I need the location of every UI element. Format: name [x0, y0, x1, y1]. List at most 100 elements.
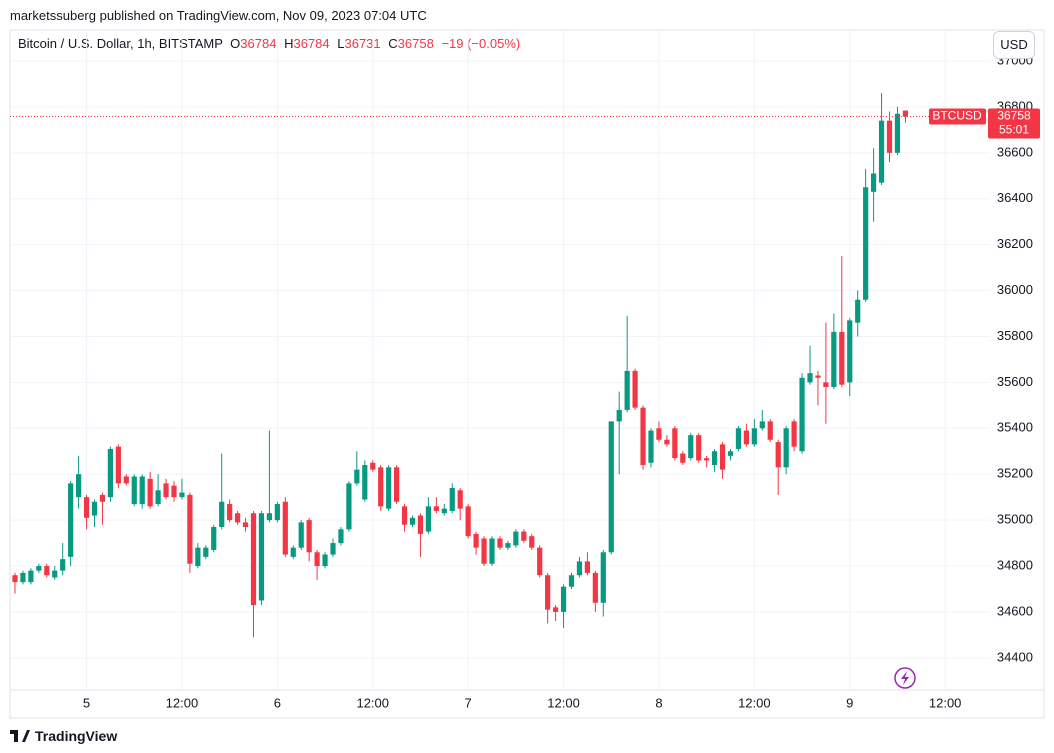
candle-body [322, 554, 328, 567]
candle-body [672, 428, 678, 459]
currency-button[interactable]: USD [993, 31, 1035, 59]
price-tag-countdown: 55:01 [999, 123, 1029, 137]
legend: Bitcoin / U.S. Dollar, 1h, BITSTAMP O367… [18, 36, 524, 51]
x-tick-label: 12:00 [738, 695, 771, 710]
x-tick-label: 12:00 [929, 695, 962, 710]
candle-body [648, 430, 654, 463]
candle-body [115, 446, 121, 484]
brand-logo [10, 730, 30, 742]
y-tick-label: 36000 [997, 282, 1033, 297]
symbol: Bitcoin / U.S. Dollar, 1h, BITSTAMP [18, 36, 223, 51]
candle-body [863, 187, 869, 300]
candle-body [298, 522, 304, 548]
candle-body [44, 566, 50, 576]
candle-body [592, 572, 598, 603]
candle-body [481, 538, 487, 564]
y-tick-label: 36600 [997, 144, 1033, 159]
c-value: 36758 [397, 36, 434, 51]
candle-body [362, 465, 368, 500]
candle-body [807, 373, 813, 383]
x-tick-label: 5 [83, 695, 90, 710]
candle-body [815, 375, 821, 378]
change: −19 (−0.05%) [441, 36, 521, 51]
candle-body [386, 467, 392, 509]
x-tick-label: 12:00 [547, 695, 580, 710]
candle-body [497, 538, 503, 548]
candle-body [568, 575, 575, 587]
y-tick-label: 34400 [997, 649, 1033, 664]
candle-body [139, 476, 145, 505]
candle-body [60, 559, 66, 571]
candle-body [417, 515, 424, 534]
candle-body [505, 543, 511, 548]
candle-body [640, 407, 646, 466]
candle-body [20, 572, 26, 583]
l-value: 36731 [344, 36, 381, 51]
candle-body [878, 120, 885, 183]
candle-body [473, 533, 479, 548]
candle-body [775, 442, 781, 468]
candle-body [513, 531, 519, 546]
candle-body [52, 570, 58, 578]
x-tick-label: 6 [274, 695, 281, 710]
c-label: C [388, 36, 398, 51]
candle-body [902, 110, 908, 117]
candle-body [195, 547, 201, 567]
candle-body [227, 504, 233, 521]
candle-body [99, 494, 106, 502]
candle-body [378, 467, 384, 507]
candle-body [839, 331, 845, 385]
y-tick-label: 36400 [997, 190, 1033, 205]
candle-body [537, 547, 543, 576]
candle-body [83, 497, 90, 518]
candle-body [767, 421, 773, 440]
y-tick-label: 35800 [997, 328, 1033, 343]
candle-body [656, 428, 662, 440]
candle-body [330, 543, 336, 555]
candle-body [616, 409, 622, 422]
candle-body [624, 370, 630, 410]
candle-body [354, 469, 360, 484]
candle-body [449, 487, 455, 511]
candle-body [290, 547, 296, 557]
alert-bolt [901, 671, 909, 685]
candle-body [131, 476, 137, 505]
candle-body [147, 478, 153, 507]
candle-body [664, 439, 670, 445]
candle-body [712, 451, 718, 466]
candle-body [759, 421, 765, 429]
candle-body [107, 448, 113, 498]
candle-body [187, 494, 193, 564]
price-tag-value: 36758 [997, 109, 1031, 123]
h-label: H [284, 36, 294, 51]
candle-body [266, 513, 272, 521]
candle-body [576, 561, 583, 576]
candle-body [489, 538, 495, 564]
candle-body [608, 421, 614, 553]
candle-body [250, 513, 257, 606]
candle-body [235, 513, 241, 523]
y-tick-label: 35000 [997, 512, 1033, 527]
y-tick-label: 35400 [997, 420, 1033, 435]
o-label: O [230, 36, 241, 51]
candle-body [171, 485, 177, 498]
candle-body [847, 320, 853, 383]
candle-body [696, 435, 702, 461]
candle-body [282, 501, 288, 555]
candle-body [783, 428, 789, 468]
candle-body [163, 483, 169, 498]
h-value: 36784 [293, 36, 330, 51]
candle-body [600, 552, 606, 603]
o-value: 36784 [240, 36, 277, 51]
candle-body [274, 504, 280, 521]
candle-body [68, 483, 74, 557]
candle-body [632, 370, 638, 408]
x-tick-label: 12:00 [166, 695, 199, 710]
brand: TradingView [10, 728, 117, 744]
candle-body [314, 552, 320, 567]
price-tag [988, 108, 1040, 139]
pane-frame [9, 29, 1045, 719]
candle-body [433, 506, 439, 511]
